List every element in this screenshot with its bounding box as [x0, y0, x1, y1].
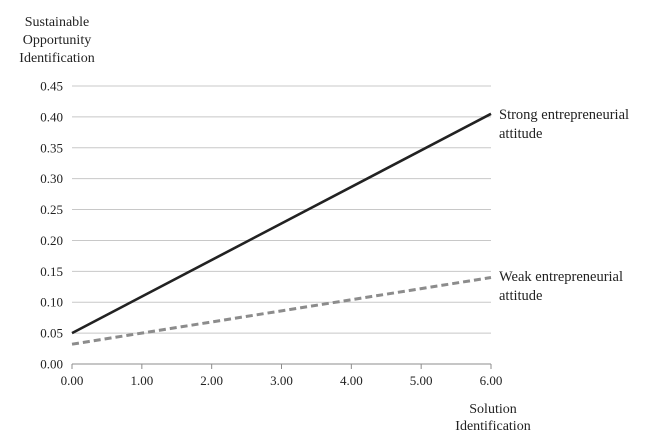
y-tick-label: 0.40: [40, 109, 63, 124]
y-tick-label: 0.45: [40, 79, 63, 94]
x-tick-label: 0.00: [61, 373, 84, 388]
y-tick-label: 0.25: [40, 202, 63, 217]
y-tick-label: 0.10: [40, 295, 63, 310]
y-tick-label: 0.30: [40, 171, 63, 186]
x-axis-label-line: Solution: [469, 402, 516, 417]
x-tick-label: 5.00: [410, 373, 433, 388]
series-label-line: Strong entrepreneurial: [499, 107, 629, 123]
y-tick-label: 0.15: [40, 264, 63, 279]
series-label-line: Weak entrepreneurial: [499, 269, 623, 285]
y-axis-ticks: 0.00 0.05 0.10 0.15 0.20 0.25 0.30 0.35 0.40 0.45: [40, 79, 63, 372]
weak-attitude-line: [71, 276, 492, 346]
y-axis-label-line: Opportunity: [23, 33, 91, 48]
y-axis-label: Sustainable Opportunity Identification: [19, 15, 94, 66]
series-labels: Strong entrepreneurial attitude Weak entre…: [499, 107, 629, 304]
series-lines: [71, 112, 492, 346]
y-tick-label: 0.20: [40, 233, 63, 248]
y-axis-label-line: Identification: [19, 51, 94, 66]
x-axis-label: Solution Identification: [455, 402, 530, 432]
y-tick-label: 0.00: [40, 357, 63, 372]
y-tick-label: 0.05: [40, 326, 63, 341]
series-label-line: attitude: [499, 288, 543, 304]
strong-attitude-line: [71, 112, 492, 335]
x-tick-label: 3.00: [270, 373, 293, 388]
x-axis-label-line: Identification: [455, 419, 530, 432]
x-tick-label: 1.00: [130, 373, 153, 388]
x-tick-label: 4.00: [340, 373, 363, 388]
axes: [71, 363, 492, 369]
y-axis-label-line: Sustainable: [25, 15, 90, 30]
y-tick-label: 0.35: [40, 140, 63, 155]
gridlines: [72, 85, 491, 334]
series-label-line: attitude: [499, 126, 543, 142]
x-tick-label: 2.00: [200, 373, 223, 388]
x-tick-label: 6.00: [480, 373, 503, 388]
x-axis-ticks: 0.00 1.00 2.00 3.00 4.00 5.00 6.00: [61, 373, 503, 388]
